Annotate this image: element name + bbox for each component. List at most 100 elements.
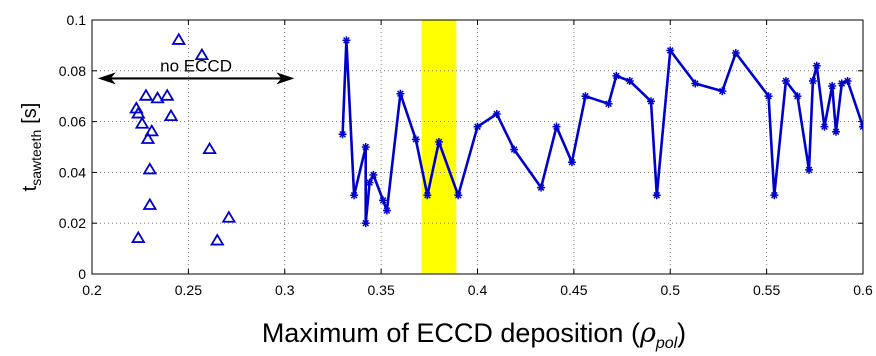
y-tick-label: 0.1 xyxy=(67,12,87,28)
asterisk-stroke xyxy=(435,138,443,146)
asterisk-stroke xyxy=(626,77,634,85)
asterisk-stroke xyxy=(771,191,778,199)
asterisk-stroke xyxy=(612,72,620,80)
y-axis-title-main: t xyxy=(19,185,41,191)
asterisk-point xyxy=(350,191,359,200)
asterisk-point xyxy=(652,191,661,200)
asterisk-stroke xyxy=(813,62,821,70)
asterisk-stroke xyxy=(510,146,518,153)
asterisk-stroke xyxy=(474,123,481,131)
triangle-point xyxy=(134,116,150,129)
asterisk-point xyxy=(510,145,519,154)
y-tick-label: 0.08 xyxy=(59,63,86,79)
asterisk-stroke xyxy=(647,97,655,105)
asterisk-point xyxy=(770,191,779,200)
triangle-point xyxy=(130,230,146,243)
asterisk-stroke xyxy=(537,184,545,191)
asterisk-stroke xyxy=(366,179,373,186)
asterisk-point xyxy=(832,127,841,136)
x-axis-title: Maximum of ECCD deposition (ρpol) xyxy=(262,318,686,352)
asterisk-point xyxy=(604,99,613,108)
asterisk-stroke xyxy=(383,207,391,214)
triangle-point xyxy=(150,90,165,104)
y-tick-label: 0.02 xyxy=(59,215,86,231)
triangle-point xyxy=(171,32,187,45)
asterisk-stroke xyxy=(362,219,370,227)
asterisk-point xyxy=(382,206,391,215)
triangle-point xyxy=(159,88,175,101)
triangle-point xyxy=(144,123,160,137)
asterisk-stroke xyxy=(424,191,431,199)
series-layer xyxy=(129,32,863,246)
asterisk-point xyxy=(365,178,374,187)
asterisk-stroke xyxy=(718,87,726,95)
x-tick-label: 0.4 xyxy=(468,282,488,298)
asterisk-point xyxy=(812,61,821,70)
asterisk-stroke xyxy=(782,77,790,85)
x-tick-label: 0.2 xyxy=(82,282,102,298)
triangle-point xyxy=(163,108,179,122)
y-tick-label: 0 xyxy=(78,266,86,282)
x-tick-label: 0.3 xyxy=(275,282,295,298)
asterisk-point xyxy=(612,71,621,80)
y-axis-title: tsawteeth [s] xyxy=(19,103,44,192)
asterisk-point xyxy=(379,196,388,205)
asterisk-stroke xyxy=(454,191,462,199)
asterisk-stroke xyxy=(412,136,420,143)
asterisk-stroke xyxy=(765,92,772,100)
x-axis-title-sub: pol xyxy=(655,335,678,352)
triangle-point xyxy=(194,47,210,61)
asterisk-stroke xyxy=(794,92,801,100)
annotation-arrow-left-head xyxy=(97,72,116,85)
asterisk-point xyxy=(434,137,443,146)
asterisk-stroke xyxy=(370,171,377,179)
asterisk-stroke xyxy=(362,143,370,151)
asterisk-point xyxy=(691,79,700,88)
asterisk-stroke xyxy=(493,110,501,118)
triangle-point xyxy=(142,162,158,175)
asterisk-point xyxy=(808,76,817,85)
asterisk-point xyxy=(361,143,370,151)
asterisk-point xyxy=(473,122,482,131)
asterisk-stroke xyxy=(666,47,674,54)
x-tick-label: 0.6 xyxy=(853,282,873,298)
asterisk-stroke xyxy=(379,197,387,204)
x-tick-label: 0.5 xyxy=(661,282,681,298)
asterisk-point xyxy=(718,87,727,96)
asterisk-stroke xyxy=(732,49,740,57)
asterisk-point xyxy=(567,158,576,167)
asterisk-point xyxy=(342,36,351,45)
asterisk-point xyxy=(646,97,655,106)
x-axis-title-main: Maximum of ECCD deposition ( xyxy=(262,318,640,348)
asterisk-point xyxy=(581,92,590,101)
triangle-point xyxy=(202,141,217,155)
triangle-point xyxy=(138,88,154,101)
asterisk-stroke xyxy=(653,191,661,199)
triangle-point xyxy=(130,106,146,119)
asterisk-stroke xyxy=(805,166,813,174)
asterisk-point xyxy=(731,49,740,58)
asterisk-stroke xyxy=(568,158,576,166)
asterisk-point xyxy=(805,165,814,174)
x-tick-label: 0.45 xyxy=(560,282,587,298)
plot-area xyxy=(92,20,863,274)
asterisk-stroke xyxy=(553,123,560,131)
asterisk-stroke xyxy=(821,123,828,131)
triangle-point xyxy=(210,233,225,246)
annotation-arrow-right-head xyxy=(276,72,295,85)
y-axis-title-sub: sawteeth xyxy=(28,130,44,186)
asterisk-point xyxy=(369,170,378,179)
asterisk-point xyxy=(859,122,863,131)
asterisk-stroke xyxy=(605,100,612,108)
asterisk-stroke xyxy=(859,125,863,131)
annotation-label: no ECCD xyxy=(160,56,232,75)
x-tick-label: 0.25 xyxy=(175,282,202,298)
asterisk-point xyxy=(411,135,420,144)
asterisk-point xyxy=(338,130,347,139)
asterisk-point xyxy=(492,109,501,118)
asterisk-stroke xyxy=(691,80,699,87)
asterisk-stroke xyxy=(339,130,346,138)
y-tick-label: 0.04 xyxy=(59,164,86,180)
asterisk-stroke xyxy=(828,82,836,90)
asterisk-stroke xyxy=(343,36,350,44)
